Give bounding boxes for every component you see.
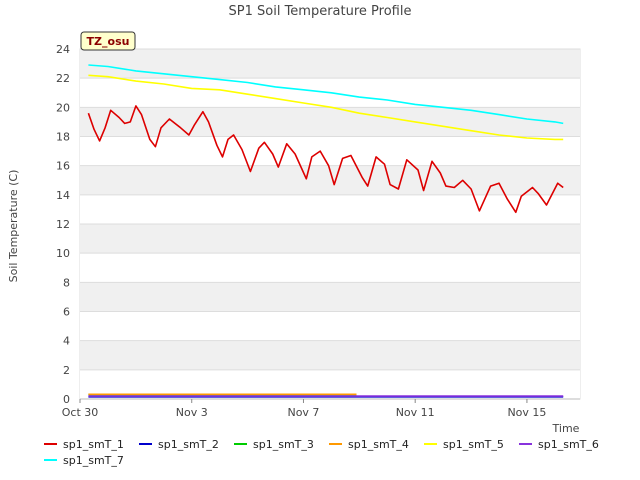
y-axis-label: Soil Temperature (C) (7, 170, 20, 283)
grid-bands (80, 48, 580, 400)
y-tick-label: 14 (56, 189, 70, 202)
grid-band (80, 107, 580, 137)
legend-label: sp1_smT_2 (158, 438, 219, 451)
x-tick-label: Nov 11 (396, 406, 435, 419)
chart-title: SP1 Soil Temperature Profile (229, 4, 412, 19)
legend-label: sp1_smT_6 (538, 438, 599, 451)
y-tick-label: 4 (63, 335, 70, 348)
grid-band (80, 282, 580, 312)
y-tick-label: 22 (56, 72, 70, 85)
x-axis-label: Time (552, 422, 580, 435)
series-lines (87, 64, 564, 398)
series-line-sp1_smT_5 (88, 74, 564, 141)
grid-band (80, 194, 580, 224)
legend-label: sp1_smT_1 (63, 438, 124, 451)
y-tick-label: 20 (56, 101, 70, 114)
series-line-sp1_smT_7 (88, 64, 564, 125)
grid-band (80, 253, 580, 283)
grid-band (80, 340, 580, 370)
x-axis: Oct 30 Nov 3 Nov 7 Nov 11 Nov 15 (62, 398, 580, 419)
grid-band (80, 49, 580, 79)
grid-band (80, 311, 580, 341)
y-tick-label: 12 (56, 218, 70, 231)
y-tick-label: 16 (56, 160, 70, 173)
legend-label: sp1_smT_7 (63, 454, 124, 467)
y-tick-label: 2 (63, 364, 70, 377)
legend-label: sp1_smT_4 (348, 438, 409, 451)
grid-band (80, 224, 580, 254)
x-tick-label: Nov 3 (176, 406, 208, 419)
grid-band (80, 136, 580, 166)
series-line-sp1_smT_1 (87, 105, 564, 214)
y-tick-label: 0 (63, 393, 70, 406)
y-tick-label: 8 (63, 276, 70, 289)
x-tick-label: Nov 15 (507, 406, 546, 419)
legend-label: sp1_smT_5 (443, 438, 504, 451)
y-tick-label: 24 (56, 43, 70, 56)
site-badge-box (80, 31, 136, 51)
y-tick-label: 18 (56, 131, 70, 144)
legend-label: sp1_smT_3 (253, 438, 314, 451)
x-tick-label: Oct 30 (62, 406, 99, 419)
legend: sp1_smT_1 sp1_smT_2 sp1_smT_3 sp1_smT_4 sp1_… (44, 438, 599, 467)
site-badge: TZ_osu (80, 31, 136, 51)
y-tick-label: 6 (63, 306, 70, 319)
y-tick-label: 10 (56, 247, 70, 260)
site-badge-label: TZ_osu (87, 35, 130, 48)
x-tick-label: Nov 7 (287, 406, 319, 419)
